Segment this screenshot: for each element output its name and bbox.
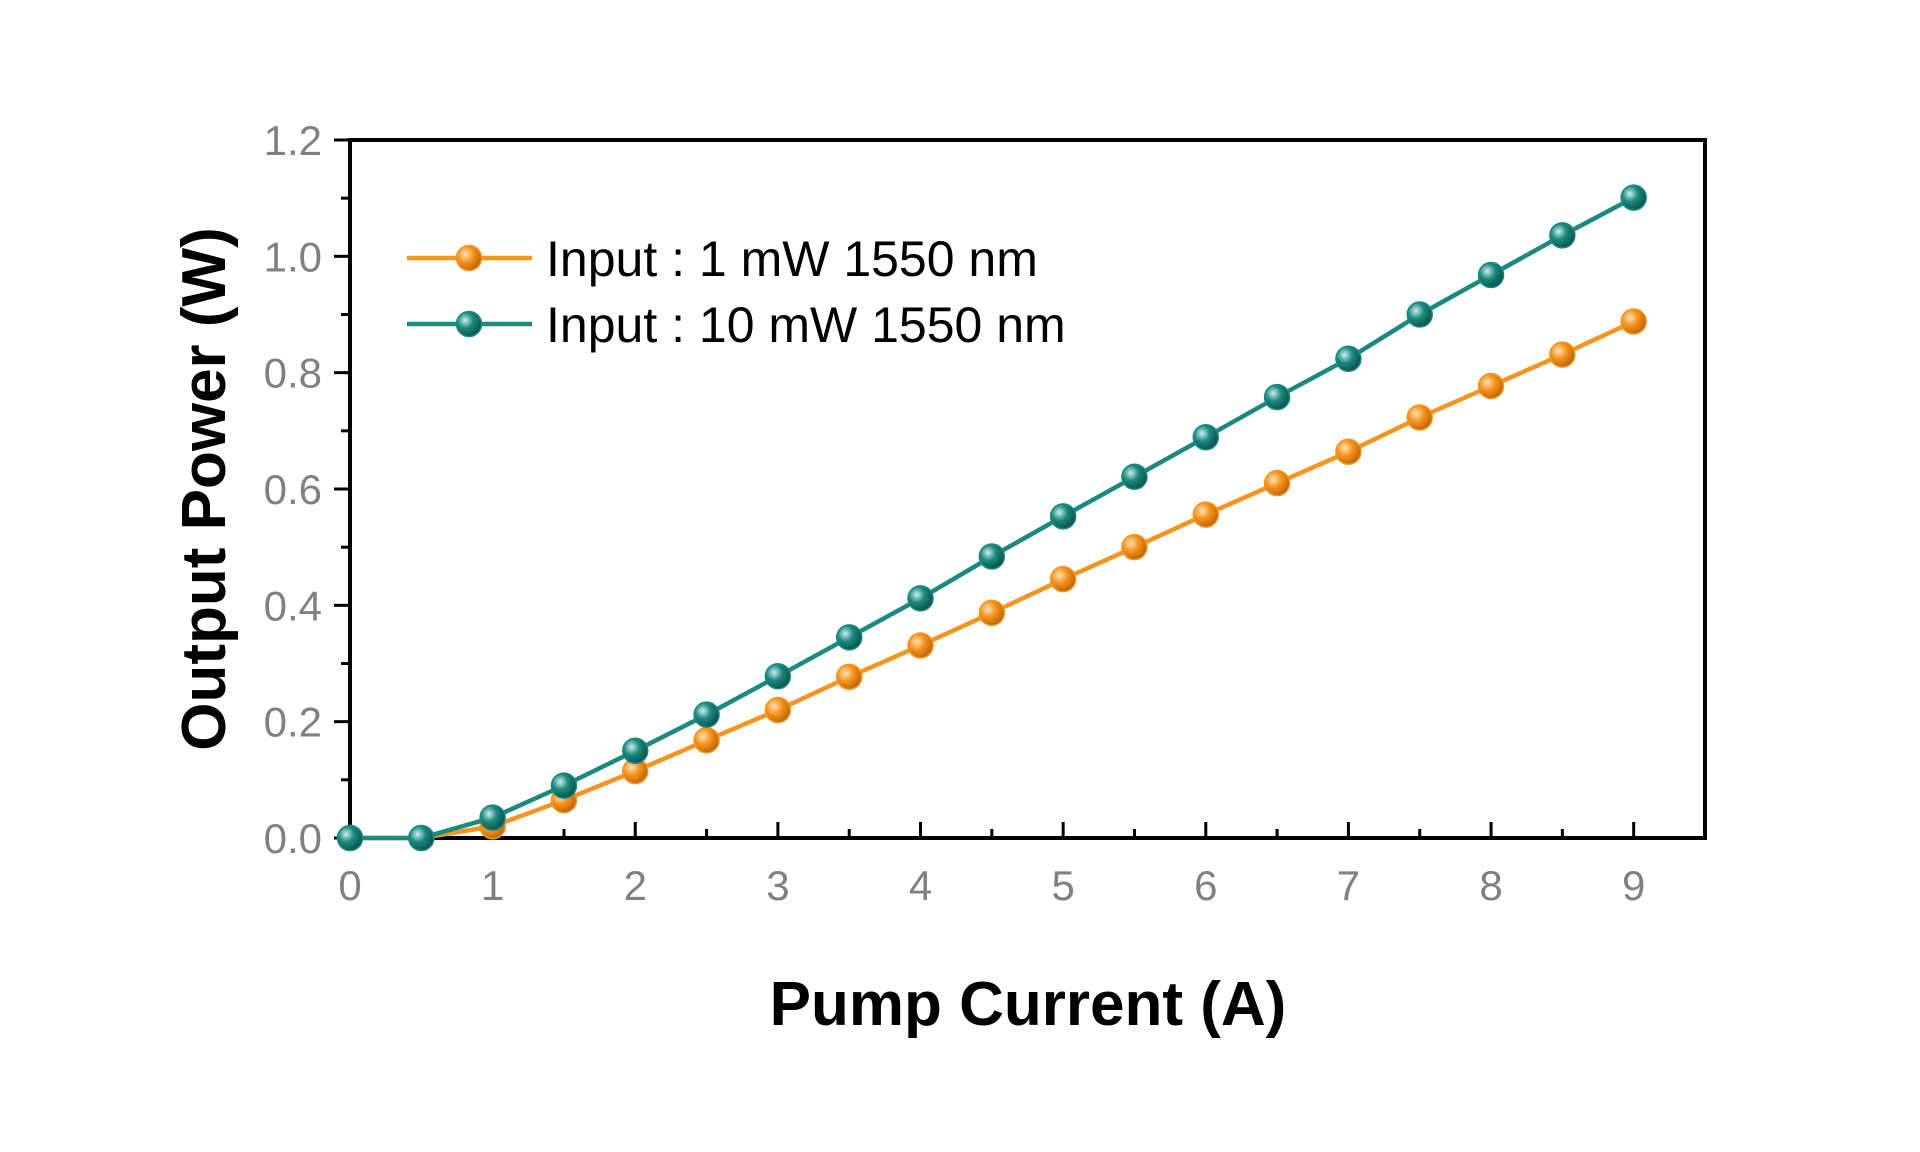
series-line-2: [350, 195, 1635, 841]
series-1-point: [1263, 469, 1291, 497]
series-2-point: [1620, 184, 1647, 211]
series-1-point: [907, 632, 934, 659]
series-2-point: [1335, 345, 1362, 372]
series-2-point: [907, 585, 934, 612]
series-2-point: [1549, 222, 1576, 249]
series-1-point: [1121, 533, 1148, 561]
y-tick-label: 0.2: [264, 699, 322, 746]
x-tick-label: 4: [909, 862, 932, 909]
x-tick-label: 5: [1051, 862, 1074, 909]
x-tick-label: 8: [1479, 862, 1502, 909]
legend-marker-1: [455, 244, 483, 272]
x-tick-label: 3: [766, 862, 789, 909]
series-2-point: [1477, 261, 1505, 289]
legend-marker-2: [455, 310, 483, 338]
series-2-point: [1263, 383, 1291, 411]
y-tick-label: 0.4: [264, 582, 322, 629]
x-axis-title: Pump Current (A): [770, 970, 1287, 1039]
y-tick-label: 1.2: [264, 117, 322, 164]
legend-label-2: Input : 10 mW 1550 nm: [546, 297, 1066, 353]
series-2-point: [479, 804, 506, 831]
series-2-point: [1121, 463, 1148, 491]
series-1-point: [1477, 372, 1505, 400]
series-2-point: [622, 737, 649, 764]
legend: Input : 1 mW 1550 nm Input : 10 mW 1550 n…: [407, 231, 1066, 353]
legend-label-1: Input : 1 mW 1550 nm: [546, 231, 1038, 287]
series-1-point: [1406, 404, 1433, 431]
series-2-point: [764, 663, 792, 690]
y-tick-label: 1.0: [264, 233, 322, 280]
y-tick-label: 0.6: [264, 466, 322, 513]
series-2-point: [693, 701, 720, 728]
series-2-point: [1406, 301, 1433, 328]
y-tick-label: 0.8: [264, 350, 322, 397]
series-1-point: [1620, 308, 1647, 335]
series-1-point: [693, 727, 720, 754]
series-1-point: [764, 696, 792, 724]
y-axis-title: Output Power (W): [170, 227, 239, 750]
x-tick-label: 0: [338, 862, 361, 909]
x-tick-label: 7: [1337, 862, 1360, 909]
series-1-point: [1049, 565, 1077, 593]
x-tick-label: 2: [624, 862, 647, 909]
series-layer: [336, 184, 1647, 852]
series-2-point: [408, 824, 435, 852]
axis-ticks: 0 1 2 3 4 5 6 7 8 9 0.0 0.2 0.4 0.6 0.8 1.0 1.2: [264, 117, 1646, 909]
series-2-point: [978, 543, 1006, 570]
series-2-point: [336, 824, 364, 852]
x-tick-label: 1: [481, 862, 504, 909]
x-tick-label: 9: [1622, 862, 1645, 909]
series-2-point: [835, 624, 863, 651]
y-tick-label: 0.0: [264, 815, 322, 862]
series-1-point: [1549, 341, 1576, 368]
x-tick-label: 6: [1194, 862, 1217, 909]
series-line-1: [350, 319, 1635, 841]
series-2-point: [1192, 423, 1220, 451]
series-1-point: [1192, 501, 1220, 528]
series-2-point: [1049, 503, 1077, 530]
series-1-point: [978, 599, 1006, 627]
series-1-point: [835, 663, 863, 691]
series-2-point: [550, 772, 578, 799]
series-1-point: [1335, 438, 1362, 466]
